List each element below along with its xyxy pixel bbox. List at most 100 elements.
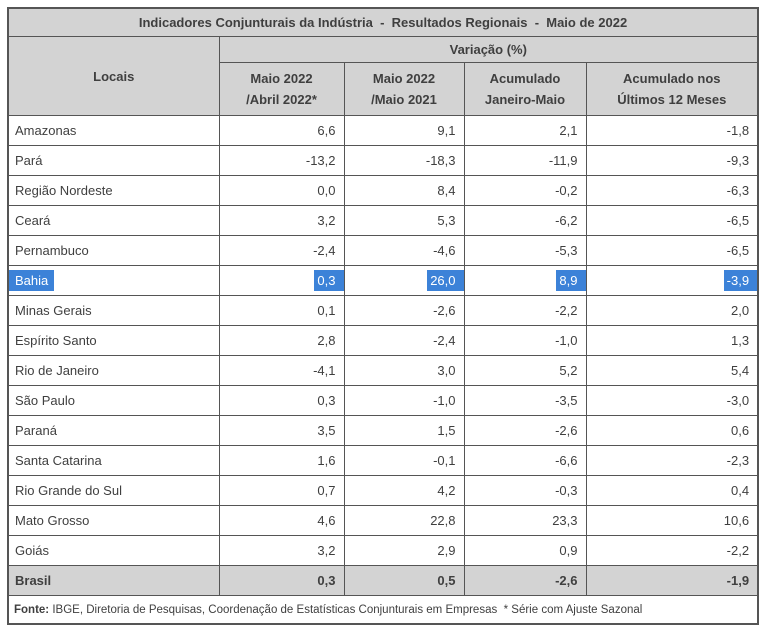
local-cell: Bahia	[7, 265, 220, 296]
value-label: 4,6	[317, 513, 336, 528]
local-label: Pernambuco	[15, 243, 89, 258]
local-cell: Brasil	[7, 565, 220, 596]
value-cell: 3,2	[218, 205, 345, 236]
value-label: 0,3	[317, 573, 336, 588]
table-row: Rio de Janeiro -4,1 3,0 5,2 5,4	[7, 355, 759, 386]
value-cell: 0,7	[218, 475, 345, 506]
table-body: Amazonas 6,6 9,1 2,1 -1,8 Pará -13,2 -18…	[7, 115, 759, 596]
column-header-acumulado-ano: Acumulado Janeiro-Maio	[463, 62, 587, 116]
table-row: Região Nordeste 0,0 8,4 -0,2 -6,3	[7, 175, 759, 206]
value-label: 3,5	[317, 423, 336, 438]
value-label: 0,3	[314, 270, 343, 291]
value-cell: 2,9	[343, 535, 465, 566]
local-cell: Espírito Santo	[7, 325, 220, 356]
local-cell: Rio de Janeiro	[7, 355, 220, 386]
value-label: 2,1	[559, 123, 578, 138]
column-header-maio-abril: Maio 2022 /Abril 2022*	[218, 62, 345, 116]
local-label: Região Nordeste	[15, 183, 113, 198]
local-cell: Minas Gerais	[7, 295, 220, 326]
local-label: Brasil	[15, 573, 52, 588]
value-cell: -1,8	[585, 115, 759, 146]
column-header-line1: Acumulado	[489, 71, 561, 86]
value-label: -9,3	[726, 153, 750, 168]
value-label: 2,8	[317, 333, 336, 348]
local-label: Paraná	[15, 423, 57, 438]
value-label: 9,1	[437, 123, 456, 138]
value-label: 1,6	[317, 453, 336, 468]
local-label: Mato Grosso	[15, 513, 90, 528]
value-cell: -2,6	[463, 565, 587, 596]
value-cell: 2,8	[218, 325, 345, 356]
table-row: Espírito Santo 2,8 -2,4 -1,0 1,3	[7, 325, 759, 356]
value-cell: 0,6	[585, 415, 759, 446]
value-cell: 6,6	[218, 115, 345, 146]
value-cell: 0,1	[218, 295, 345, 326]
value-cell: 23,3	[463, 505, 587, 536]
value-cell: -9,3	[585, 145, 759, 176]
value-cell: -2,6	[343, 295, 465, 326]
value-cell: 5,2	[463, 355, 587, 386]
value-label: -4,1	[313, 363, 336, 378]
value-label: -4,6	[433, 243, 456, 258]
source-text: IBGE, Diretoria de Pesquisas, Coordenaçã…	[49, 603, 643, 616]
value-label: 1,3	[730, 333, 750, 348]
local-label: Pará	[15, 153, 43, 168]
local-label: Espírito Santo	[15, 333, 97, 348]
table-row: São Paulo 0,3 -1,0 -3,5 -3,0	[7, 385, 759, 416]
page-title: Indicadores Conjunturais da Indústria - …	[7, 7, 759, 37]
value-cell: -0,3	[463, 475, 587, 506]
value-cell: 0,0	[218, 175, 345, 206]
value-cell: 3,0	[343, 355, 465, 386]
source-row: Fonte: IBGE, Diretoria de Pesquisas, Coo…	[7, 595, 759, 625]
value-cell: 4,2	[343, 475, 465, 506]
value-label: 3,2	[317, 213, 336, 228]
value-label: 5,4	[730, 363, 750, 378]
column-header-line2: Últimos 12 Meses	[617, 92, 727, 107]
value-cell: -3,9	[585, 265, 759, 296]
local-cell: Mato Grosso	[7, 505, 220, 536]
local-label: Rio de Janeiro	[15, 363, 99, 378]
value-cell: -2,3	[585, 445, 759, 476]
value-label: -2,4	[313, 243, 336, 258]
value-label: -18,3	[425, 153, 456, 168]
column-header-row: Maio 2022 /Abril 2022* Maio 2022 /Maio 2…	[8, 62, 759, 116]
table-row: Pará -13,2 -18,3 -11,9 -9,3	[7, 145, 759, 176]
value-label: 3,0	[437, 363, 456, 378]
value-label: -2,2	[555, 303, 578, 318]
table-row: Brasil 0,3 0,5 -2,6 -1,9	[7, 565, 759, 596]
value-cell: 26,0	[343, 265, 465, 296]
value-label: 10,6	[723, 513, 750, 528]
value-label: 0,9	[559, 543, 578, 558]
column-header-line2: /Maio 2021	[371, 92, 437, 107]
value-cell: -2,6	[463, 415, 587, 446]
value-label: -2,3	[726, 453, 750, 468]
value-cell: -0,2	[463, 175, 587, 206]
value-label: -2,6	[433, 303, 456, 318]
value-label: -2,6	[555, 573, 578, 588]
local-label: Rio Grande do Sul	[15, 483, 122, 498]
value-cell: -2,2	[585, 535, 759, 566]
table-row: Rio Grande do Sul 0,7 4,2 -0,3 0,4	[7, 475, 759, 506]
value-label: 26,0	[427, 270, 463, 291]
value-label: -3,5	[555, 393, 578, 408]
value-cell: 1,5	[343, 415, 465, 446]
value-label: -1,9	[726, 573, 750, 588]
value-label: -1,0	[433, 393, 456, 408]
table-row: Santa Catarina 1,6 -0,1 -6,6 -2,3	[7, 445, 759, 476]
value-label: 2,0	[730, 303, 750, 318]
value-label: 5,3	[437, 213, 456, 228]
value-cell: -4,6	[343, 235, 465, 266]
table-row: Bahia 0,3 26,0 8,9 -3,9	[7, 265, 759, 296]
value-label: 0,7	[317, 483, 336, 498]
column-header-maio-maio: Maio 2022 /Maio 2021	[343, 62, 465, 116]
value-label: -13,2	[305, 153, 336, 168]
value-cell: -2,2	[463, 295, 587, 326]
value-cell: -2,4	[343, 325, 465, 356]
value-cell: 2,0	[585, 295, 759, 326]
local-label: Bahia	[9, 270, 55, 291]
value-cell: -2,4	[218, 235, 345, 266]
value-label: -6,3	[726, 183, 750, 198]
value-label: 2,9	[437, 543, 456, 558]
value-label: 22,8	[430, 513, 456, 528]
local-cell: Amazonas	[7, 115, 220, 146]
